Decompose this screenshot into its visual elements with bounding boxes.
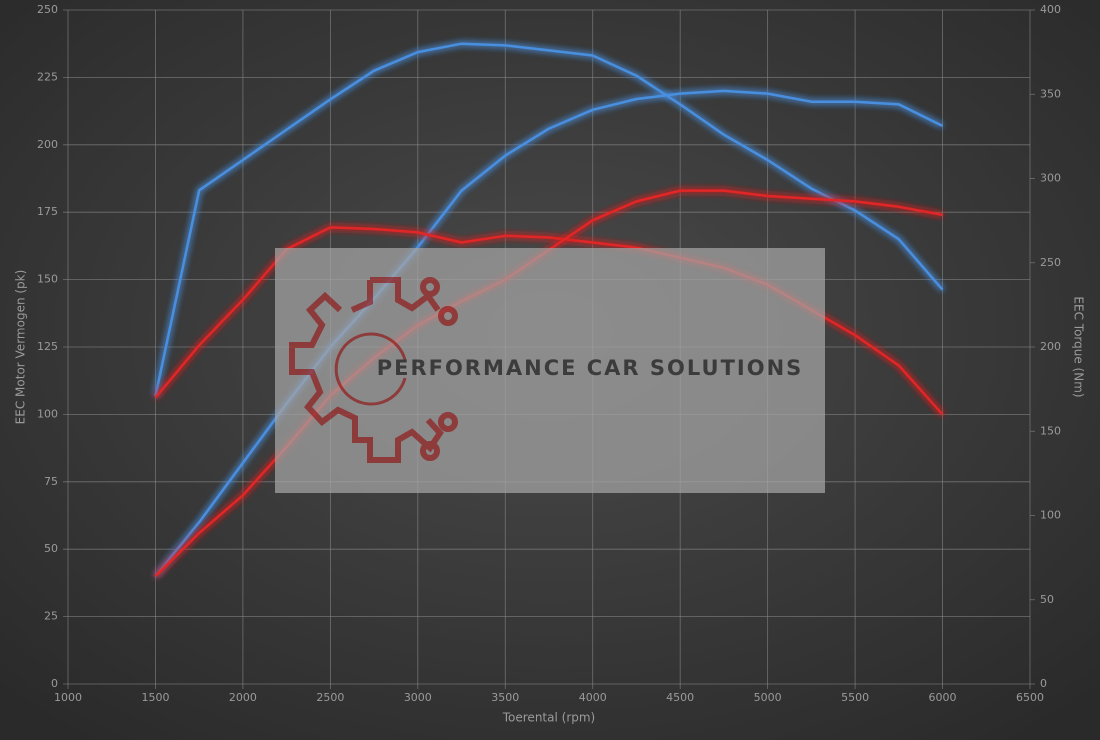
y-tick-label: 100 bbox=[37, 407, 58, 420]
y-tick-label: 150 bbox=[37, 273, 58, 286]
x-tick-label: 1500 bbox=[141, 691, 169, 704]
y2-tick-label: 300 bbox=[1040, 172, 1061, 185]
y-tick-label: 250 bbox=[37, 3, 58, 16]
x-tick-label: 6000 bbox=[929, 691, 957, 704]
y-tick-label: 125 bbox=[37, 340, 58, 353]
y-tick-label: 225 bbox=[37, 70, 58, 83]
y2-tick-label: 50 bbox=[1040, 593, 1054, 606]
x-tick-label: 6500 bbox=[1016, 691, 1044, 704]
x-tick-label: 3000 bbox=[404, 691, 432, 704]
x-tick-label: 4500 bbox=[666, 691, 694, 704]
y2-tick-label: 150 bbox=[1040, 424, 1061, 437]
y2-tick-label: 400 bbox=[1040, 3, 1061, 16]
x-axis-label: Toerental (rpm) bbox=[502, 711, 595, 725]
x-tick-label: 3500 bbox=[491, 691, 519, 704]
y-axis-label: EEC Motor Vermogen (pk) bbox=[14, 270, 28, 425]
y2-axis-label: EEC Torque (Nm) bbox=[1072, 296, 1086, 397]
y-tick-label: 175 bbox=[37, 205, 58, 218]
y2-tick-label: 250 bbox=[1040, 256, 1061, 269]
y-tick-label: 0 bbox=[51, 677, 58, 690]
x-tick-label: 1000 bbox=[54, 691, 82, 704]
y-tick-label: 200 bbox=[37, 138, 58, 151]
y2-tick-label: 0 bbox=[1040, 677, 1047, 690]
y2-tick-label: 200 bbox=[1040, 340, 1061, 353]
x-tick-label: 2000 bbox=[229, 691, 257, 704]
y2-tick-label: 100 bbox=[1040, 509, 1061, 522]
watermark: PERFORMANCE CAR SOLUTIONS bbox=[275, 248, 825, 493]
watermark-box bbox=[275, 248, 825, 493]
y-tick-label: 50 bbox=[44, 542, 58, 555]
y-tick-label: 75 bbox=[44, 475, 58, 488]
axis-labels: Toerental (rpm) EEC Motor Vermogen (pk) … bbox=[14, 270, 1086, 725]
x-tick-label: 2500 bbox=[316, 691, 344, 704]
x-tick-label: 4000 bbox=[579, 691, 607, 704]
line bbox=[154, 42, 944, 397]
x-tick-label: 5000 bbox=[754, 691, 782, 704]
watermark-logo bbox=[289, 277, 458, 463]
watermark-text: PERFORMANCE CAR SOLUTIONS bbox=[377, 356, 804, 380]
y-tick-label: 25 bbox=[44, 610, 58, 623]
y2-tick-label: 350 bbox=[1040, 87, 1061, 100]
x-tick-label: 5500 bbox=[841, 691, 869, 704]
